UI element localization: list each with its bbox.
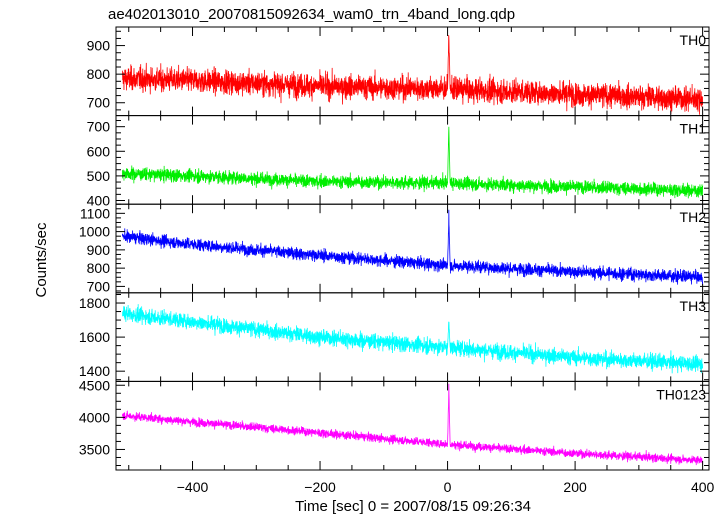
y-tick-label: 1600: [79, 329, 110, 345]
panel-th3: 1400 1600 1800 TH3: [79, 292, 710, 382]
x-tick-label: −200: [304, 479, 336, 495]
y-tick-label: 900: [87, 38, 111, 54]
series-line-th0: [121, 35, 704, 115]
panel-label-th2: TH2: [680, 209, 707, 225]
y-tick-label: 1000: [79, 224, 110, 240]
y-tick-label: 4000: [79, 409, 110, 425]
y-tick-label: 600: [87, 143, 111, 159]
y-tick-label: 1800: [79, 295, 110, 311]
chart-title: ae402013010_20070815092634_wam0_trn_4ban…: [108, 6, 515, 23]
panel-th0123: 3500 4000 4500 TH0123: [79, 377, 710, 471]
y-tick-label: 800: [87, 66, 111, 82]
panel-th2: 700 800 900 1000 1100 TH2: [79, 203, 710, 294]
x-tick-label: 400: [691, 479, 715, 495]
panel-label-th3: TH3: [680, 298, 707, 314]
y-tick-label: 1100: [80, 205, 110, 221]
series-line-th0123: [121, 383, 704, 466]
panel-label-th0123: TH0123: [656, 386, 706, 402]
y-tick-label: 3500: [79, 441, 110, 457]
y-tick-label: 900: [87, 242, 111, 258]
panel-th0: 700 800 900 TH0: [87, 26, 710, 117]
panel-frame: [115, 292, 710, 382]
x-axis-label: Time [sec] 0 = 2007/08/15 09:26:34: [295, 498, 531, 515]
panel-label-th1: TH1: [680, 121, 707, 137]
y-axis-label: Counts/sec: [33, 222, 50, 298]
y-tick-label: 800: [87, 260, 111, 276]
y-tick-label: 400: [87, 193, 111, 209]
series-line-th2: [121, 209, 704, 285]
x-tick-label: 0: [444, 479, 452, 495]
y-tick-label: 700: [87, 278, 111, 294]
x-tick-label: −400: [177, 479, 209, 495]
x-axis: −400 −200 0 200 400: [177, 479, 715, 495]
panel-label-th0: TH0: [680, 32, 707, 48]
y-tick-label: 700: [87, 119, 111, 135]
series-line-th3: [121, 304, 704, 374]
series-line-th1: [121, 126, 704, 199]
y-tick-label: 500: [87, 168, 111, 184]
panel-th1: 400 500 600 700 TH1: [87, 115, 710, 209]
x-tick-label: 200: [563, 479, 587, 495]
y-tick-label: 700: [87, 95, 111, 111]
y-tick-label: 4500: [79, 377, 110, 393]
y-tick-label: 1400: [79, 363, 110, 379]
panels: 700 800 900 TH0 400 500 600 700 TH1 700 800 900 1000…: [79, 26, 710, 471]
